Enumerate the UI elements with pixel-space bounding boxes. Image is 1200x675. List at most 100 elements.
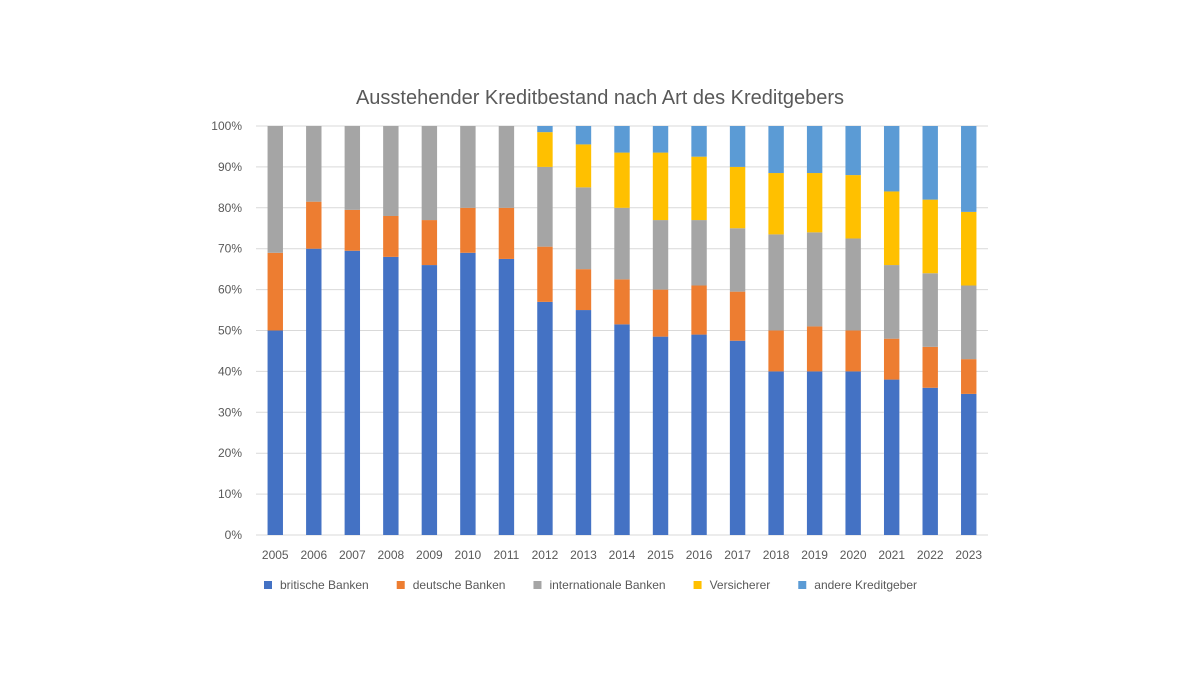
y-tick-label: 20%: [218, 446, 242, 460]
x-tick-label: 2018: [763, 548, 790, 562]
bar-segment: [768, 234, 784, 331]
bars: [267, 126, 977, 536]
x-tick-label: 2021: [878, 548, 905, 562]
y-axis-tick-labels: 0% 10% 20% 30% 40% 50% 60% 70% 80% 90% 100%: [211, 119, 242, 542]
x-tick-label: 2008: [377, 548, 404, 562]
y-tick-label: 80%: [218, 201, 242, 215]
bar-segment: [768, 371, 784, 535]
legend-swatch: [533, 581, 542, 589]
bar-segment: [614, 207, 630, 280]
bar-segment: [267, 330, 283, 535]
bar-segment: [806, 371, 823, 535]
y-tick-label: 30%: [218, 405, 242, 419]
bar-segment: [961, 211, 977, 286]
y-tick-label: 90%: [218, 160, 242, 174]
bar-segment: [922, 199, 938, 274]
y-tick-label: 40%: [218, 364, 242, 378]
bar-segment: [614, 152, 630, 208]
x-tick-label: 2006: [300, 548, 327, 562]
bar-segment: [344, 126, 361, 210]
bar-segment: [922, 273, 938, 347]
bar-segment: [691, 334, 707, 535]
bar-segment: [845, 175, 861, 239]
legend-swatch: [798, 581, 807, 589]
bar-segment: [652, 152, 669, 221]
x-tick-label: 2010: [455, 548, 482, 562]
bar-segment: [537, 301, 553, 535]
legend-swatch: [396, 581, 405, 589]
bar-segment: [421, 126, 438, 221]
bar-segment: [961, 285, 977, 360]
y-tick-label: 10%: [218, 487, 242, 501]
bar-segment: [729, 340, 746, 535]
x-tick-label: 2013: [570, 548, 597, 562]
bar-segment: [575, 126, 592, 145]
bar-segment: [691, 126, 707, 157]
y-tick-label: 50%: [218, 324, 242, 338]
bar-segment: [575, 310, 592, 535]
y-tick-label: 60%: [218, 283, 242, 297]
bar-segment: [961, 359, 977, 394]
y-tick-label: 0%: [225, 528, 243, 542]
bar-segment: [498, 207, 515, 259]
bar-segment: [883, 338, 900, 380]
legend-label: deutsche Banken: [413, 578, 506, 592]
bar-segment: [498, 258, 515, 535]
chart-title: Ausstehender Kreditbestand nach Art des …: [356, 87, 844, 109]
x-tick-label: 2016: [686, 548, 713, 562]
bar-segment: [652, 220, 669, 290]
bar-segment: [614, 279, 630, 325]
bar-segment: [922, 126, 938, 200]
bar-segment: [652, 289, 669, 337]
y-tick-label: 70%: [218, 242, 242, 256]
bar-segment: [691, 220, 707, 286]
bar-segment: [267, 252, 283, 331]
bar-segment: [883, 126, 900, 192]
bar-segment: [845, 126, 861, 176]
bar-segment: [652, 336, 669, 535]
bar-segment: [729, 126, 746, 167]
legend-label: Versicherer: [710, 578, 771, 592]
bar-segment: [575, 144, 592, 188]
bar-segment: [806, 232, 823, 327]
bar-segment: [537, 132, 553, 167]
bar-segment: [383, 126, 399, 216]
bar-segment: [768, 173, 784, 235]
bar-segment: [729, 291, 746, 341]
bar-segment: [460, 126, 476, 208]
bar-segment: [922, 387, 938, 535]
x-tick-label: 2005: [262, 548, 289, 562]
bar-segment: [883, 191, 900, 266]
bar-segment: [306, 248, 322, 535]
x-axis-tick-labels: 2005 2006 2007 2008 2009 2010 2011 2012 2013 2014…: [262, 548, 982, 562]
legend-item: andere Kreditgeber: [798, 578, 917, 592]
legend-item: Versicherer: [693, 578, 771, 592]
x-tick-label: 2019: [801, 548, 828, 562]
legend-label: internationale Banken: [549, 578, 665, 592]
bar-segment: [806, 173, 823, 233]
legend: britische Banken deutsche Banken internati…: [264, 578, 917, 592]
bar-segment: [575, 269, 592, 311]
bar-segment: [845, 238, 861, 331]
legend-swatch: [693, 581, 702, 589]
bar-segment: [806, 326, 823, 372]
x-tick-label: 2014: [609, 548, 636, 562]
bar-segment: [729, 228, 746, 292]
legend-item: deutsche Banken: [396, 578, 506, 592]
x-tick-label: 2017: [724, 548, 751, 562]
bar-segment: [922, 346, 938, 388]
legend-label: andere Kreditgeber: [814, 578, 917, 592]
bar-segment: [652, 126, 669, 153]
bar-segment: [768, 126, 784, 174]
bar-segment: [575, 187, 592, 270]
bar-segment: [537, 246, 553, 302]
x-tick-label: 2011: [494, 548, 520, 562]
x-tick-label: 2020: [840, 548, 867, 562]
bar-segment: [614, 126, 630, 153]
bar-segment: [961, 393, 977, 535]
x-tick-label: 2015: [647, 548, 674, 562]
bar-segment: [806, 126, 823, 174]
bar-segment: [883, 265, 900, 339]
bar-segment: [267, 126, 283, 253]
bar-segment: [498, 126, 515, 208]
